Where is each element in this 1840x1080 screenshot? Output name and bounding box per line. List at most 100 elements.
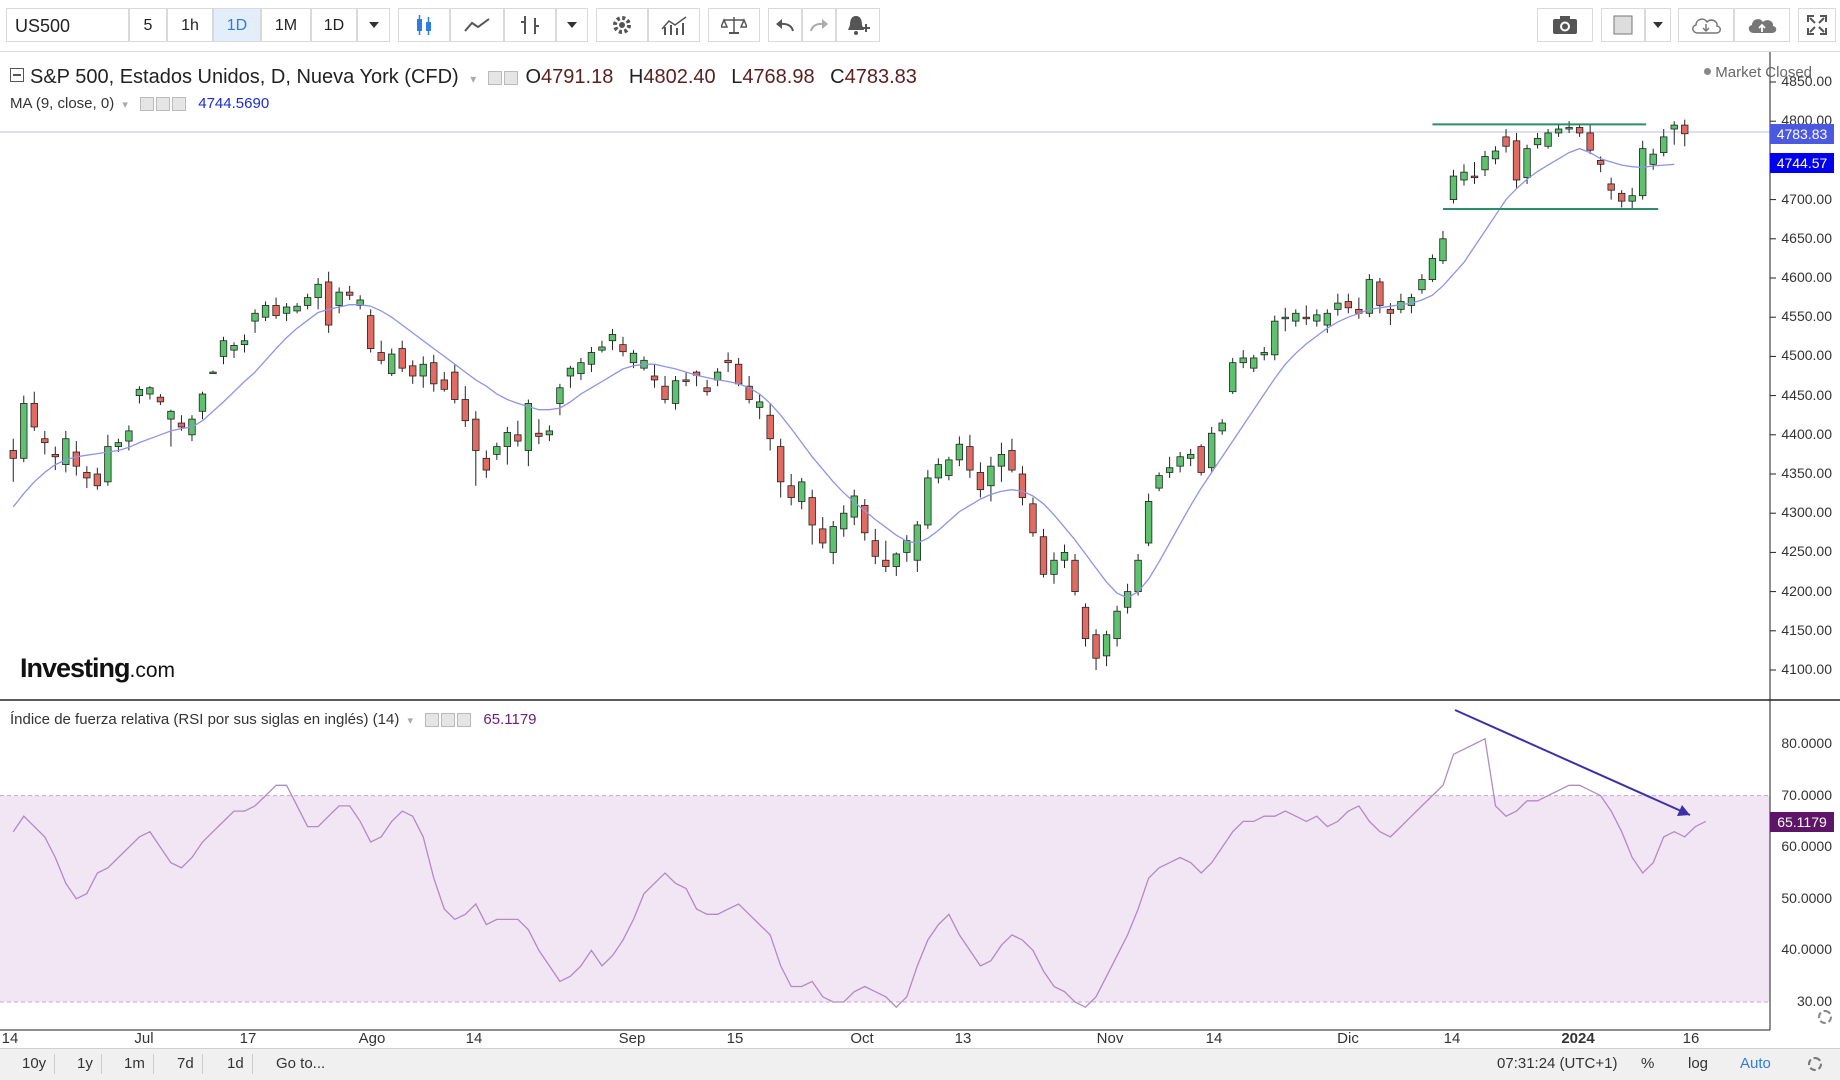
redo-button[interactable] (802, 8, 836, 42)
candle (1071, 553, 1079, 596)
candle (1544, 129, 1552, 149)
rsi-tick-label: 50.0000 (1781, 889, 1832, 906)
chevron-down-icon[interactable]: ▾ (407, 715, 414, 727)
auto-toggle[interactable]: Auto (1740, 1055, 1771, 1072)
time-tick-label: 15 (726, 1030, 744, 1047)
candle-body-up (892, 553, 900, 567)
candles-style-button[interactable] (398, 8, 450, 42)
interval-1d[interactable]: 1D (213, 8, 261, 42)
cloud-upload-button[interactable] (1734, 8, 1790, 42)
candle-body-up (167, 410, 175, 420)
gear-icon[interactable] (441, 713, 456, 728)
candle-body-up (1292, 312, 1300, 322)
candle-body-up (209, 371, 217, 374)
candle-body-down (724, 359, 732, 364)
interval-5[interactable]: 5 (129, 8, 167, 42)
gear-icon[interactable] (1818, 1010, 1832, 1024)
square-icon (1613, 15, 1633, 35)
interval-1d-dropdown[interactable]: 1D (311, 8, 357, 42)
candle (1660, 129, 1668, 157)
candle-body-up (1050, 559, 1058, 575)
candle (1186, 448, 1195, 467)
undo-button[interactable] (768, 8, 802, 42)
range-10y[interactable]: 10y (14, 1054, 56, 1074)
close-icon[interactable] (457, 713, 472, 728)
chevron-down-icon[interactable]: ▾ (470, 72, 477, 86)
gear-icon[interactable] (1808, 1057, 1822, 1071)
candle (377, 340, 385, 365)
gear-icon[interactable] (156, 97, 171, 112)
candle (1670, 121, 1678, 145)
interval-1h[interactable]: 1h (167, 8, 213, 42)
candle (503, 426, 512, 465)
layout-button[interactable] (1601, 8, 1645, 42)
alert-button[interactable] (836, 8, 880, 42)
percent-toggle[interactable]: % (1641, 1055, 1655, 1072)
candle-body-down (819, 528, 827, 544)
candle-body-down (1197, 446, 1205, 473)
chevron-down-icon[interactable]: ▾ (122, 99, 128, 111)
candle (798, 477, 806, 510)
bars-style-button[interactable] (504, 8, 556, 42)
candle-body-down (535, 432, 543, 437)
price-chart[interactable] (0, 52, 1840, 1048)
candle (51, 446, 59, 471)
candle-body-down (1029, 503, 1037, 534)
candle-body-up (524, 403, 533, 451)
settings-button[interactable] (596, 8, 648, 42)
candle (240, 334, 249, 353)
last-price-badge: 4783.83 (1770, 124, 1834, 144)
cloud-download-button[interactable] (1678, 8, 1734, 42)
candle (1113, 605, 1121, 647)
eye-icon[interactable] (425, 713, 440, 728)
candle (1681, 119, 1689, 147)
candle (934, 458, 943, 484)
candle (608, 328, 617, 351)
gear-icon[interactable] (503, 70, 518, 85)
eye-icon[interactable] (140, 97, 155, 112)
arrow-head-icon (1677, 805, 1690, 816)
candle-body-up (1533, 138, 1542, 146)
candle-body-down (472, 418, 480, 451)
time-tick-label: Ago (358, 1030, 386, 1047)
compare-button[interactable] (708, 8, 760, 42)
symbol-input[interactable]: US500 (6, 8, 129, 42)
go-to-button[interactable]: Go to... (276, 1055, 326, 1072)
range-1d[interactable]: 1d (219, 1054, 253, 1074)
snapshot-button[interactable] (1537, 8, 1593, 42)
interval-1m[interactable]: 1M (261, 8, 311, 42)
candle (1029, 497, 1037, 537)
candle-body-up (1649, 153, 1657, 165)
candle (1155, 472, 1163, 492)
candle (766, 403, 774, 451)
candle-body-up (1260, 352, 1268, 356)
candle (1533, 132, 1542, 149)
candle-body-down (482, 457, 490, 471)
line-style-button[interactable] (450, 8, 504, 42)
range-1m[interactable]: 1m (116, 1054, 154, 1074)
eye-icon[interactable] (487, 70, 502, 85)
candle (1039, 528, 1048, 578)
candle-body-down (430, 362, 438, 385)
candle-body-up (840, 512, 848, 530)
candle-body-up (282, 306, 291, 314)
close-label: C (830, 66, 845, 88)
trend-arrow-line[interactable] (1454, 709, 1691, 816)
interval-dropdown-arrow[interactable] (357, 8, 390, 42)
collapse-icon[interactable] (10, 68, 24, 82)
candle-body-down (345, 291, 354, 296)
chart-type-dropdown[interactable] (556, 8, 588, 42)
candle-body-up (62, 438, 70, 465)
candle-body-down (93, 473, 102, 487)
candle-body-up (1113, 610, 1121, 640)
layout-dropdown[interactable] (1645, 8, 1671, 42)
range-7d[interactable]: 7d (169, 1054, 203, 1074)
fullscreen-button[interactable] (1798, 8, 1836, 42)
chevron-down-icon (1653, 22, 1663, 28)
candle (692, 370, 701, 387)
candle-body-down (367, 315, 375, 349)
log-toggle[interactable]: log (1688, 1055, 1709, 1072)
close-icon[interactable] (172, 97, 187, 112)
range-1y[interactable]: 1y (69, 1054, 102, 1074)
indicators-button[interactable] (648, 8, 700, 42)
